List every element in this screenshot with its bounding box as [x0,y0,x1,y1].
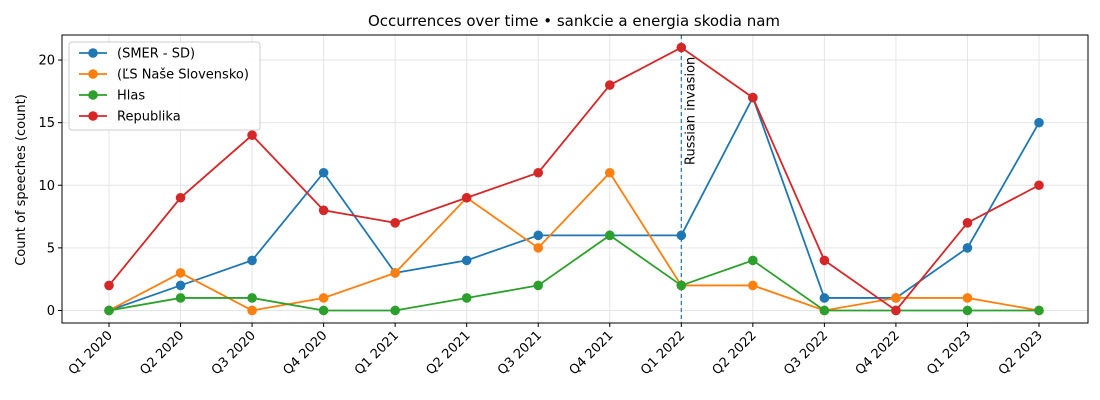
data-point [748,280,758,291]
y-axis: 0 5 10 15 20 [38,54,62,319]
data-point [247,293,257,303]
legend-box [68,41,261,131]
legend-label: Republika [117,110,181,125]
x-tick-label: Q2 2022 [710,328,760,378]
data-point [676,42,687,53]
data-point [533,230,544,241]
data-point [819,293,830,303]
legend-label: (SMER - SD) [117,47,195,62]
y-axis-label: Count of speeches (count) [14,94,29,266]
data-point [962,243,973,253]
x-tick-label: Q4 2020 [280,328,330,378]
data-point [318,167,329,178]
data-point [318,305,329,316]
data-point [533,280,544,291]
series-line [108,95,1040,312]
x-axis: Q1 2020 Q2 2020 Q3 2020 Q4 2020 Q1 2021 Q2 20… [66,323,1046,378]
data-point [533,167,544,178]
data-point [748,92,758,103]
series-layer [104,42,1044,316]
series-line [108,234,1039,312]
data-point [604,80,615,90]
chart-title: Occurrences over time • sankcie a energi… [368,12,780,30]
legend-swatch-marker [88,111,98,121]
x-tick-label: Q1 2023 [924,328,974,378]
data-point [461,192,472,203]
x-tick-label: Q3 2022 [781,328,831,378]
data-point [247,305,257,316]
x-tick-label: Q1 2021 [352,328,402,378]
annotation-label: Russian invasion [683,57,698,165]
data-point [318,293,329,303]
legend-label: (ĽS Naše Slovensko) [117,68,249,83]
y-tick-label: 10 [38,179,55,194]
data-point [175,268,186,278]
x-tick-label: Q4 2021 [567,328,617,378]
y-tick-label: 0 [47,304,55,319]
data-point [104,305,114,316]
data-point [390,218,400,228]
data-point [175,280,186,291]
data-point [461,255,472,266]
data-point [390,268,400,278]
data-point [104,280,114,291]
x-tick-label: Q1 2020 [66,328,116,378]
data-point [1034,117,1044,128]
x-tick-label: Q3 2021 [495,328,545,378]
data-point [819,305,830,316]
data-point [962,218,973,228]
data-point [676,230,687,241]
data-point [533,243,544,253]
legend-swatch-marker [88,90,98,100]
x-tick-label: Q3 2020 [209,328,259,378]
y-tick-label: 5 [47,241,55,256]
series-3 [104,42,1044,316]
data-point [461,293,472,303]
data-point [962,293,973,303]
legend-label: Hlas [117,89,145,104]
data-point [819,255,830,266]
series-line [108,46,1040,312]
data-point [390,305,400,316]
x-tick-label: Q1 2022 [638,328,688,378]
data-point [748,255,758,266]
legend-swatch-marker [88,69,98,79]
x-tick-label: Q2 2021 [424,328,474,378]
data-point [891,305,901,316]
data-point [318,205,329,216]
legend-swatch-marker [88,48,98,58]
series-line [108,171,1040,312]
data-point [175,192,186,203]
x-tick-label: Q4 2022 [853,328,903,378]
plot-frame [61,34,1089,324]
annotation-layer: Russian invasion [680,35,698,323]
x-tick-label: Q2 2020 [137,328,187,378]
y-tick-label: 15 [38,116,55,131]
data-point [247,130,257,140]
data-point [891,293,901,303]
y-tick-label: 20 [38,54,55,69]
data-point [1034,180,1044,191]
x-tick-label: Q2 2023 [996,328,1046,378]
data-point [175,293,186,303]
data-point [604,230,615,241]
data-point [247,255,257,266]
data-point [676,280,687,291]
data-point [962,305,973,316]
legend: (SMER - SD) (ĽS Naše Slovensko) Hlas Republ… [68,41,261,131]
data-point [604,167,615,178]
series-2 [104,230,1044,316]
data-point [1034,305,1044,316]
